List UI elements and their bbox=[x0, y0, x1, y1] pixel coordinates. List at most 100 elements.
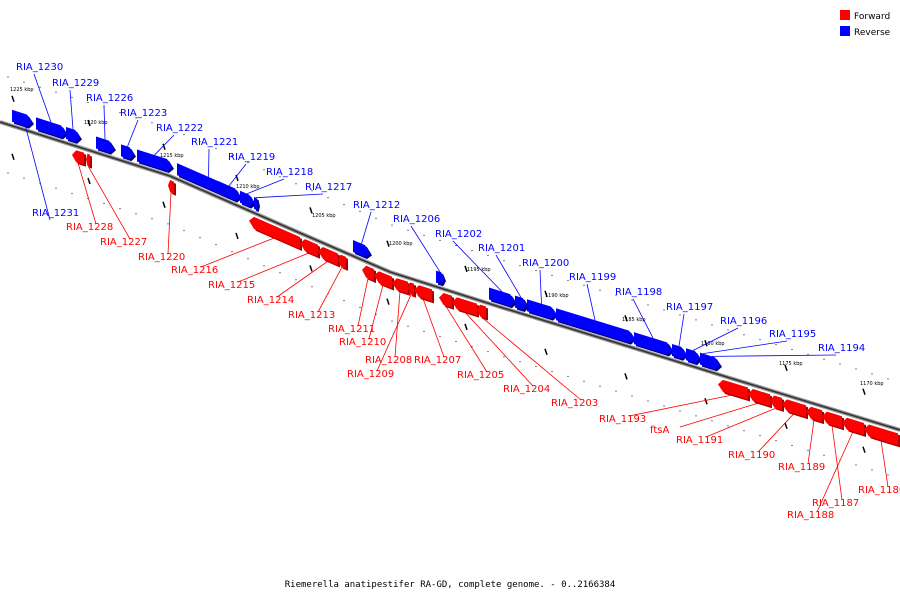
gene-label: RIA_1210 bbox=[339, 337, 386, 348]
gene-arrow-ria_1216 bbox=[249, 216, 300, 249]
leader-line bbox=[357, 278, 369, 327]
leader-line bbox=[237, 252, 310, 283]
kbp-label: 1195 kbp bbox=[467, 267, 491, 273]
gene-arrows bbox=[12, 109, 900, 448]
major-tick bbox=[87, 177, 91, 185]
gene-arrow-ria_1203 bbox=[477, 304, 486, 319]
gene-label: RIA_1187 bbox=[812, 498, 859, 509]
major-tick bbox=[464, 265, 468, 273]
kbp-label: 1190 kbp bbox=[545, 293, 569, 299]
gene-label: RIA_1204 bbox=[503, 384, 550, 395]
gene-label: RIA_1209 bbox=[347, 369, 394, 380]
backbone-line bbox=[0, 121, 900, 431]
major-tick bbox=[11, 153, 15, 161]
leader-line bbox=[628, 394, 734, 417]
gene-arrow-ria_1187 bbox=[822, 411, 842, 429]
kbp-label: 1175 kbp bbox=[779, 361, 803, 367]
major-tick bbox=[464, 323, 468, 331]
legend-forward-swatch bbox=[840, 10, 850, 20]
gene-label: RIA_1231 bbox=[32, 208, 79, 219]
gene-label: RIA_1215 bbox=[208, 280, 255, 291]
gene-label: RIA_1205 bbox=[457, 370, 504, 381]
leader-line bbox=[77, 162, 97, 225]
gene-label: RIA_1219 bbox=[228, 152, 275, 163]
backbone-shadow bbox=[0, 120, 900, 432]
gene-label: RIA_1212 bbox=[353, 200, 400, 211]
gene-arrow-ria_1208 bbox=[392, 278, 408, 294]
major-tick bbox=[544, 348, 548, 356]
gene-label: RIA_1190 bbox=[728, 450, 775, 461]
gene-arrow-ria_1228 bbox=[72, 150, 84, 165]
gene-label: RIA_1202 bbox=[435, 229, 482, 240]
leader-lines bbox=[21, 73, 889, 513]
gene-arrow-ria_1189 bbox=[806, 406, 822, 423]
leader-line bbox=[679, 402, 760, 428]
gene-arrow-ria_1223 bbox=[121, 144, 134, 160]
gene-label: RIA_1216 bbox=[171, 265, 218, 276]
major-tick bbox=[862, 446, 866, 453]
gene-arrow-ria_1204 bbox=[452, 297, 477, 316]
gene-arrow-ria_1217 bbox=[254, 196, 258, 210]
gene-arrow-ria_1220 bbox=[168, 180, 174, 194]
leader-line bbox=[154, 134, 175, 156]
gene-arrow-ria_1209 bbox=[408, 282, 414, 296]
gene-label: ftsA bbox=[650, 425, 669, 436]
gene-arrow-ria_1211 bbox=[362, 265, 374, 282]
major-tick bbox=[784, 364, 788, 372]
gene-label: RIA_1223 bbox=[120, 108, 167, 119]
leader-line bbox=[692, 327, 739, 351]
leader-line bbox=[255, 193, 324, 199]
leader-line bbox=[33, 73, 52, 123]
legend-reverse-label: Reverse bbox=[854, 28, 891, 38]
major-tick bbox=[235, 232, 239, 240]
legend-forward-label: Forward bbox=[854, 12, 890, 22]
gene-arrow-ria_1201 bbox=[515, 295, 527, 311]
major-tick bbox=[704, 339, 708, 347]
gene-arrow-ria_1193 bbox=[718, 379, 748, 400]
gene-label: RIA_1208 bbox=[365, 355, 412, 366]
gene-label: RIA_1226 bbox=[86, 93, 133, 104]
leader-line bbox=[410, 225, 441, 273]
gene-arrow-ria_1196 bbox=[686, 348, 700, 364]
major-tick bbox=[544, 290, 548, 298]
leader-line bbox=[586, 283, 596, 321]
major-tick bbox=[386, 298, 390, 305]
leader-line bbox=[445, 305, 488, 373]
gene-label: RIA_1199 bbox=[569, 272, 616, 283]
gene-arrow-ria_1226 bbox=[96, 136, 114, 153]
major-tick bbox=[309, 265, 313, 272]
gene-arrow-ria_1202 bbox=[489, 287, 515, 307]
leader-line bbox=[831, 425, 843, 501]
gene-label: RIA_1200 bbox=[522, 258, 569, 269]
gene-label: RIA_1211 bbox=[328, 324, 375, 335]
leader-line bbox=[816, 431, 854, 513]
leader-line bbox=[807, 419, 815, 465]
leader-line bbox=[167, 192, 172, 255]
gene-label: RIA_1191 bbox=[676, 435, 723, 446]
gene-label: RIA_1198 bbox=[615, 287, 662, 298]
kbp-label: 1205 kbp bbox=[312, 213, 336, 219]
major-tick bbox=[162, 143, 166, 151]
major-tick bbox=[309, 207, 313, 214]
gene-label: RIA_1186 bbox=[858, 485, 900, 496]
gene-label: RIA_1194 bbox=[818, 343, 865, 354]
gene-label: RIA_1201 bbox=[478, 243, 525, 254]
gene-arrow-ria_1219 bbox=[218, 181, 240, 201]
gene-arrow-ria_1212 bbox=[353, 239, 370, 258]
leader-line bbox=[481, 316, 582, 401]
leader-line bbox=[69, 89, 74, 130]
gene-arrow-ria_1207 bbox=[414, 285, 432, 302]
legend-reverse-swatch bbox=[840, 26, 850, 36]
gene-arrow-ria_1218 bbox=[240, 190, 254, 207]
kbp-label: 1220 kbp bbox=[84, 120, 108, 126]
gene-label: RIA_1218 bbox=[266, 167, 313, 178]
leader-line bbox=[705, 407, 777, 438]
gene-label: RIA_1203 bbox=[551, 398, 598, 409]
leader-line bbox=[757, 413, 795, 453]
gene-label: RIA_1220 bbox=[138, 252, 185, 263]
leader-line bbox=[678, 313, 685, 347]
gene-label: RIA_1221 bbox=[191, 137, 238, 148]
gene-label: RIA_1207 bbox=[414, 355, 461, 366]
gene-arrow-ria_1229 bbox=[66, 126, 80, 142]
